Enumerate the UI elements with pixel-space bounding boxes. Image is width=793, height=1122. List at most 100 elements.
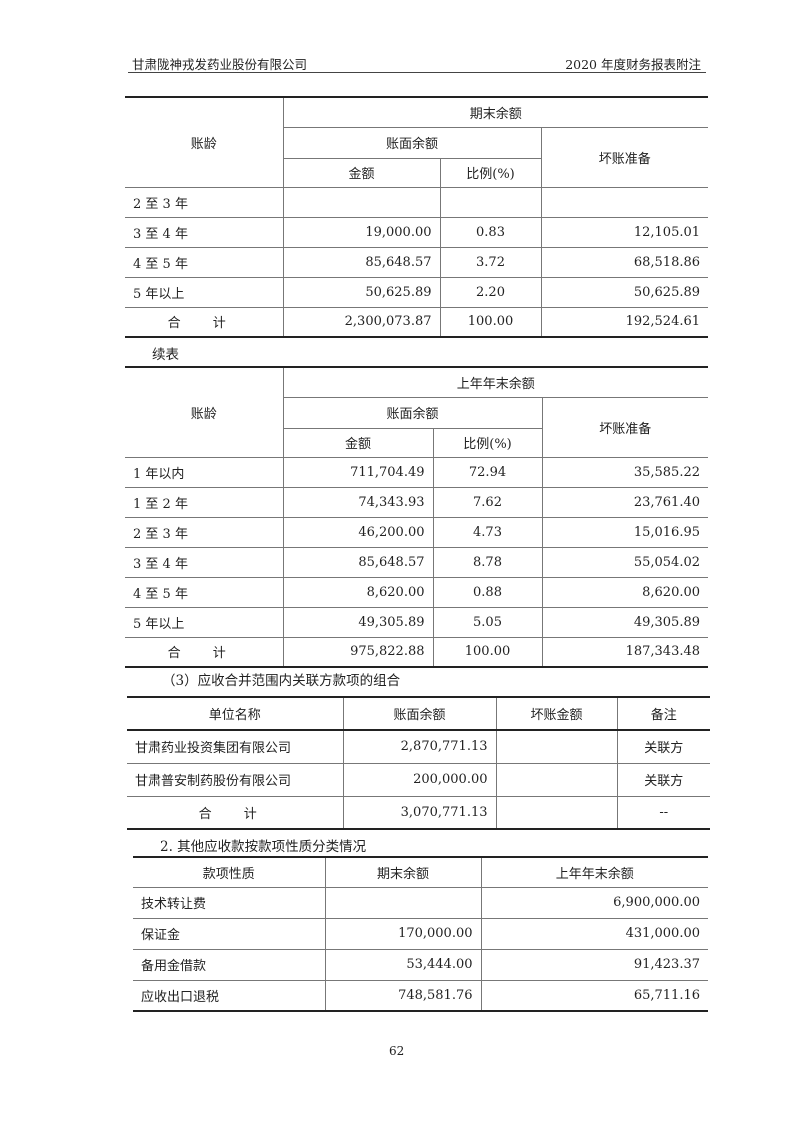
- table-row: 甘肃普安制药股份有限公司 200,000.00 关联方: [127, 762, 710, 797]
- aging-table-prior: 账龄 上年年末余额 账面余额 坏账准备 金额 比例(%) 1 年以内 711,704.4…: [125, 366, 709, 668]
- table-row: 合 计 3,070,771.13 --: [127, 795, 710, 830]
- table-row: 技术转让费 6,900,000.00: [133, 886, 708, 919]
- group-header: 上年年末余额: [282, 366, 709, 398]
- cell-bad-debt: 192,524.61: [540, 306, 709, 338]
- cell-ratio: 3.72: [439, 246, 542, 278]
- cell-amount: 85,648.57: [282, 546, 434, 578]
- cell-bad-debt: 49,305.89: [541, 606, 709, 638]
- cell-amount: 19,000.00: [282, 216, 441, 248]
- ratio-header: 比例(%): [439, 157, 541, 188]
- cell-age: 4 至 5 年: [125, 246, 284, 278]
- table-row: 3 至 4 年 85,648.57 8.78 55,054.02: [125, 546, 709, 578]
- cell-amount: 8,620.00: [282, 576, 434, 608]
- cell-age: 1 至 2 年: [125, 486, 284, 518]
- header-note: 备注: [616, 696, 710, 731]
- cell-prev: 65,711.16: [480, 979, 708, 1012]
- cell-bad-debt: 50,625.89: [540, 276, 709, 308]
- cell-ratio: 100.00: [432, 636, 543, 668]
- cell-note: --: [616, 795, 710, 830]
- table-row: 2 至 3 年 46,200.00 4.73 15,016.95: [125, 516, 709, 548]
- table-row: 4 至 5 年 85,648.57 3.72 68,518.86: [125, 246, 709, 278]
- header-bad: 坏账金额: [495, 696, 618, 731]
- cell-name: 甘肃普安制药股份有限公司: [127, 762, 344, 797]
- cell-bad: [495, 729, 618, 764]
- ratio-header: 比例(%): [432, 427, 542, 458]
- header-prev: 上年年末余额: [480, 856, 708, 888]
- related-party-table: 单位名称 账面余额 坏账金额 备注 甘肃药业投资集团有限公司 2,870,771.…: [127, 696, 710, 830]
- cell-ratio: 100.00: [439, 306, 542, 338]
- cell-prev: 431,000.00: [480, 917, 708, 950]
- table-row: 5 年以上 50,625.89 2.20 50,625.89: [125, 276, 709, 308]
- cell-age: 3 至 4 年: [125, 216, 284, 248]
- cell-end: [324, 886, 482, 919]
- cell-ratio: 2.20: [439, 276, 542, 308]
- cell-age: 合 计: [125, 636, 284, 668]
- cell-type: 备用金借款: [133, 948, 326, 981]
- cell-book: 3,070,771.13: [342, 795, 497, 830]
- cell-bad-debt: 23,761.40: [541, 486, 709, 518]
- cell-ratio: 7.62: [432, 486, 543, 518]
- cell-book: 200,000.00: [342, 762, 497, 797]
- cell-bad-debt: 55,054.02: [541, 546, 709, 578]
- cell-ratio: 4.73: [432, 516, 543, 548]
- cell-bad-debt: 35,585.22: [541, 456, 709, 488]
- table-row: 保证金 170,000.00 431,000.00: [133, 917, 708, 950]
- page-number: 62: [389, 1044, 405, 1058]
- amount-header: 金额: [283, 427, 434, 458]
- cell-bad-debt: 15,016.95: [541, 516, 709, 548]
- header-end: 期末余额: [324, 856, 482, 888]
- cell-bad-debt: 12,105.01: [540, 216, 709, 248]
- table-row: 合 计 975,822.88 100.00 187,343.48: [125, 636, 709, 668]
- bad-header: 坏账准备: [541, 396, 709, 458]
- header-divider: [128, 72, 706, 73]
- cell-amount: 46,200.00: [282, 516, 434, 548]
- amount-header: 金额: [283, 157, 441, 188]
- table-row: 3 至 4 年 19,000.00 0.83 12,105.01: [125, 216, 709, 248]
- cell-amount: 50,625.89: [282, 276, 441, 308]
- col-age-header: 账龄: [125, 366, 284, 458]
- cell-bad-debt: [540, 186, 709, 218]
- cell-amount: 2,300,073.87: [282, 306, 441, 338]
- cell-bad-debt: 187,343.48: [541, 636, 709, 668]
- table-row: 4 至 5 年 8,620.00 0.88 8,620.00: [125, 576, 709, 608]
- cell-amount: 74,343.93: [282, 486, 434, 518]
- cell-type: 技术转让费: [133, 886, 326, 919]
- other-receivables-table: 款项性质 期末余额 上年年末余额 技术转让费 6,900,000.00 保证金 170…: [133, 856, 708, 1012]
- cell-type: 应收出口退税: [133, 979, 326, 1012]
- bad-header: 坏账准备: [540, 126, 709, 188]
- cell-type: 保证金: [133, 917, 326, 950]
- cell-name: 甘肃药业投资集团有限公司: [127, 729, 344, 764]
- section-2-title: 2. 其他应收款按款项性质分类情况: [160, 839, 367, 855]
- cell-ratio: 0.88: [432, 576, 543, 608]
- table-row: 1 至 2 年 74,343.93 7.62 23,761.40: [125, 486, 709, 518]
- cell-amount: [282, 186, 441, 218]
- cell-amount: 49,305.89: [282, 606, 434, 638]
- table-row: 应收出口退税 748,581.76 65,711.16: [133, 979, 708, 1012]
- cell-bad: [495, 795, 618, 830]
- cell-prev: 6,900,000.00: [480, 886, 708, 919]
- cell-bad-debt: 8,620.00: [541, 576, 709, 608]
- table-row: 2 至 3 年: [125, 186, 709, 218]
- cell-ratio: [439, 186, 542, 218]
- cell-name: 合 计: [127, 795, 344, 830]
- continued-label: 续表: [152, 347, 179, 363]
- cell-age: 合 计: [125, 306, 284, 338]
- section-3-title: （3）应收合并范围内关联方款项的组合: [162, 673, 401, 689]
- group-header: 期末余额: [282, 96, 709, 128]
- table-row: 备用金借款 53,444.00 91,423.37: [133, 948, 708, 981]
- cell-note: 关联方: [616, 762, 710, 797]
- cell-book: 2,870,771.13: [342, 729, 497, 764]
- cell-end: 53,444.00: [324, 948, 482, 981]
- header-type: 款项性质: [133, 856, 326, 888]
- cell-end: 170,000.00: [324, 917, 482, 950]
- book-header: 账面余额: [283, 126, 542, 159]
- book-header: 账面余额: [283, 396, 543, 429]
- cell-age: 5 年以上: [125, 606, 284, 638]
- col-age-header: 账龄: [125, 96, 284, 188]
- cell-prev: 91,423.37: [480, 948, 708, 981]
- cell-bad-debt: 68,518.86: [540, 246, 709, 278]
- header-report-title: 2020 年度财务报表附注: [565, 57, 701, 72]
- table-row: 1 年以内 711,704.49 72.94 35,585.22: [125, 456, 709, 488]
- header-name: 单位名称: [127, 696, 344, 731]
